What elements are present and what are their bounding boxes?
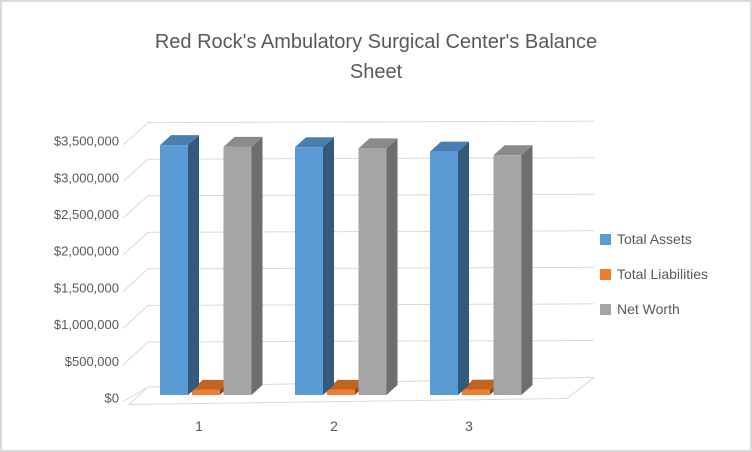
y-tick-label: $1,000,000 (54, 317, 119, 332)
y-tick-label: $1,500,000 (54, 280, 119, 295)
chart-title-line1: Red Rock's Ambulatory Surgical Center's … (154, 31, 598, 53)
legend-swatch-total-liabilities (600, 268, 611, 280)
bar-net-worth-2 (358, 138, 398, 395)
y-tick-label: $3,000,000 (54, 170, 119, 185)
bar-top-face (191, 379, 231, 390)
bar-top-face (160, 135, 199, 146)
bar-side-face (323, 137, 334, 396)
bar-side-face (521, 145, 533, 395)
y-tick-label: $2,000,000 (54, 244, 119, 259)
y-axis-tick (122, 158, 149, 182)
bar-front-face (326, 389, 355, 395)
legend-item-total-liabilities: Total Liabilities (600, 266, 708, 282)
bar-top-face (461, 379, 501, 390)
floor-front-edge (128, 398, 568, 405)
y-axis-tick (122, 386, 149, 403)
bar-top-face (223, 136, 263, 147)
y-axis-tick (122, 341, 149, 366)
bar-net-worth-1 (223, 136, 263, 395)
floor-right-edge (566, 376, 595, 399)
legend: Total Assets Total Liabilities Net Worth (600, 231, 708, 336)
bar-front-face (358, 148, 387, 395)
y-tick-label: $3,500,000 (54, 134, 119, 149)
gridline (147, 120, 595, 124)
y-axis-tick (122, 122, 149, 146)
chart-title-line2: Sheet (349, 61, 403, 83)
bar-total-assets-3 (430, 141, 469, 395)
legend-swatch-net-worth (600, 303, 611, 315)
y-axis-tick (122, 268, 149, 292)
legend-item-total-assets: Total Assets (600, 231, 708, 247)
chart-title: Red Rock's Ambulatory Surgical Center's … (2, 27, 750, 87)
bar-side-face (458, 141, 469, 395)
bar-top-face (358, 138, 398, 149)
bar-net-worth-3 (493, 145, 533, 395)
y-axis-tick (122, 305, 149, 329)
legend-swatch-total-assets (600, 233, 611, 245)
bar-front-face (430, 151, 458, 395)
bar-front-face (295, 147, 323, 395)
bar-front-face (223, 146, 252, 395)
y-tick-label: $2,500,000 (54, 207, 119, 222)
legend-item-net-worth: Net Worth (600, 301, 708, 317)
bar-total-assets-1 (160, 135, 199, 395)
legend-label-total-liabilities: Total Liabilities (617, 266, 709, 282)
x-category-label: 3 (465, 418, 473, 434)
bar-top-face (430, 141, 469, 152)
bar-front-face (461, 389, 490, 395)
bar-total-assets-2 (295, 137, 334, 396)
floor-left-edge (128, 386, 149, 405)
legend-label-total-assets: Total Assets (617, 231, 692, 247)
x-category-label: 1 (195, 418, 203, 434)
bar-front-face (191, 389, 220, 395)
bar-side-face (386, 138, 398, 395)
bar-side-face (251, 136, 263, 395)
y-tick-label: $500,000 (65, 354, 119, 369)
x-category-label: 2 (330, 418, 338, 434)
bar-top-face (493, 145, 533, 156)
y-axis-tick (122, 195, 149, 219)
y-axis-tick (122, 231, 149, 256)
bar-side-face (188, 135, 199, 395)
bar-top-face (326, 379, 366, 390)
legend-label-net-worth: Net Worth (617, 301, 680, 317)
bar-front-face (160, 145, 188, 395)
bar-front-face (493, 155, 522, 395)
y-tick-label: $0 (105, 391, 119, 406)
bar-top-face (295, 137, 334, 148)
